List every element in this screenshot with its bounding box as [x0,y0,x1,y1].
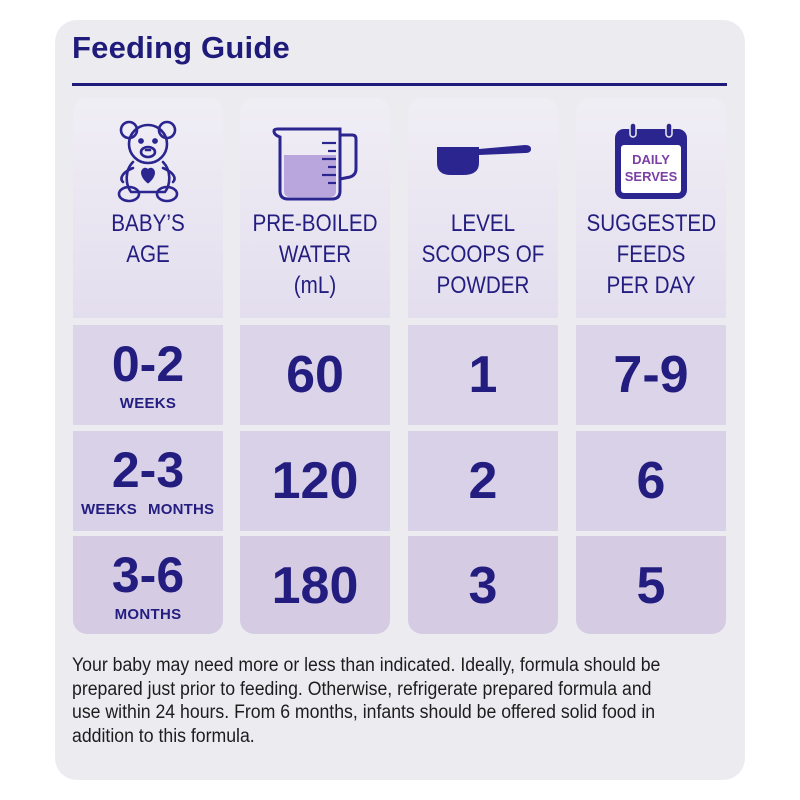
age-range: 0-2 [111,336,185,392]
teddy-bear-icon [73,116,223,206]
feeds-per-day: 6 [636,452,666,510]
preparation-note: Your baby may need more or less than ind… [72,655,661,747]
column-header-feeds: DAILY SERVES SUGGESTED FEEDS PER DAY [576,98,726,318]
age-unit-end: MONTHS [148,501,215,518]
calendar-text-daily: DAILY [632,152,670,167]
age-unit: WEEKS [119,395,177,412]
water-amount: 60 [286,346,344,404]
column-header-age: BABY’S AGE [73,98,223,318]
age-unit-start: WEEKS [81,501,138,518]
feeds-per-day: 7-9 [613,346,689,404]
table-cell-scoops-row-2: 2 [408,431,558,531]
water-amount: 120 [271,452,359,510]
column-label-feeds: SUGGESTED FEEDS PER DAY [586,210,717,299]
table-cell-water-row-2: 120 [240,431,390,531]
scoop-count: 2 [468,452,498,510]
table-cell-scoops-row-3: 3 [408,536,558,634]
table-cell-feeds-row-3: 5 [576,536,726,634]
age-range: 2-3 [111,442,185,498]
column-header-scoops: LEVEL SCOOPS OF POWDER [408,98,558,318]
calendar-icon: DAILY SERVES [576,116,726,206]
table-cell-age-row-1: 0-2 WEEKS [73,325,223,425]
scoop-count: 3 [468,557,498,615]
table-cell-scoops-row-1: 1 [408,325,558,425]
table-cell-water-row-1: 60 [240,325,390,425]
column-header-water: PRE-BOILED WATER (mL) [240,98,390,318]
table-cell-water-row-3: 180 [240,536,390,634]
scoop-count: 1 [468,346,498,404]
column-label-scoops: LEVEL SCOOPS OF POWDER [421,210,545,299]
table-cell-feeds-row-2: 6 [576,431,726,531]
table-cell-feeds-row-1: 7-9 [576,325,726,425]
calendar-text-serves: SERVES [624,169,678,184]
table-cell-age-row-3: 3-6 MONTHS [73,536,223,634]
water-amount: 180 [271,557,359,615]
age-range: 3-6 [111,547,185,603]
age-unit: MONTHS [114,606,182,623]
title-divider [72,83,727,86]
feeds-per-day: 5 [636,557,666,615]
column-label-age: BABY’S AGE [111,210,185,268]
scoop-icon [408,116,558,206]
table-cell-age-row-2: 2-3 WEEKS MONTHS [73,431,223,531]
measuring-jug-icon [240,116,390,206]
page-title: Feeding Guide [72,30,290,65]
column-label-water: PRE-BOILED WATER (mL) [252,210,378,299]
